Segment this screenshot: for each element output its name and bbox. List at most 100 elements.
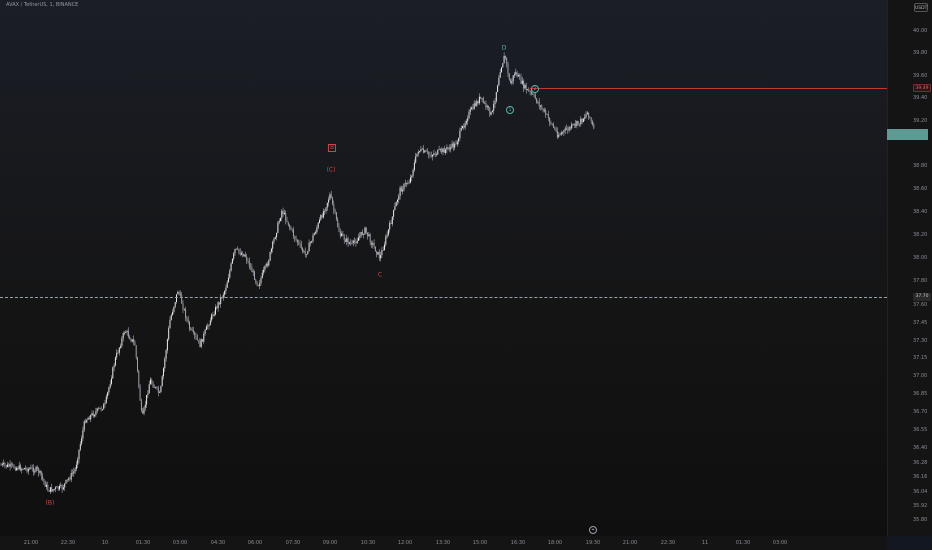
candle-body — [278, 220, 280, 223]
symbol-title[interactable]: AVAX / TetherUS, 1, BINANCE — [6, 2, 79, 8]
candle-body — [35, 466, 37, 472]
candle-body — [64, 483, 66, 488]
candle-body — [146, 395, 148, 405]
candle-body — [159, 391, 161, 393]
candle-body — [572, 124, 574, 125]
candle-body — [302, 248, 304, 252]
candle-body — [194, 332, 196, 336]
candle-body — [455, 143, 457, 145]
price-label: 37.15 — [913, 355, 928, 361]
candle-body — [287, 221, 289, 226]
candle-body — [229, 270, 231, 278]
wave-label-1[interactable]: 1 — [506, 106, 514, 114]
candle-body — [195, 335, 197, 338]
price-label: 36.85 — [913, 391, 928, 397]
candle-body — [590, 117, 592, 122]
candle-body — [280, 218, 281, 221]
candle-body — [493, 104, 495, 111]
candle-body — [504, 56, 506, 58]
candle-body — [540, 105, 541, 107]
candle-body — [303, 251, 305, 252]
wave-label-d[interactable]: D — [501, 44, 507, 52]
candle-body — [204, 329, 206, 334]
candle-body — [161, 376, 163, 387]
candle-body — [387, 229, 389, 235]
candle-body — [33, 467, 34, 473]
candle-body — [549, 118, 551, 123]
candle-body — [339, 231, 341, 237]
candle-body — [157, 387, 159, 393]
time-label: 22:30 — [60, 540, 76, 546]
candle-body — [213, 314, 215, 316]
time-label: 01:30 — [135, 540, 151, 546]
candle-body — [346, 238, 348, 242]
candle-body — [183, 309, 185, 310]
candle-body — [508, 74, 510, 80]
candle-body — [73, 471, 75, 474]
red-horizontal-level[interactable] — [530, 88, 887, 89]
candle-body — [8, 464, 10, 467]
candle-body — [315, 232, 317, 234]
candle-body — [442, 148, 444, 153]
candle-body — [365, 227, 367, 233]
wave-label-2[interactable]: 2 — [531, 85, 539, 93]
candle-body — [296, 239, 298, 243]
price-label: 39.80 — [913, 50, 928, 56]
candle-body — [581, 118, 583, 122]
candle-body — [468, 111, 470, 119]
candle-body — [361, 231, 363, 235]
candle-body — [512, 75, 514, 82]
candle-body — [499, 72, 501, 78]
candle-body — [556, 131, 558, 137]
wave-label-b-paren[interactable]: (B) — [45, 499, 55, 507]
candle-body — [230, 263, 232, 271]
candle-body — [234, 249, 236, 254]
candle-body — [66, 479, 68, 481]
candle-body — [52, 489, 54, 492]
candle-body — [222, 294, 224, 298]
wave-label-b-boxed[interactable]: B — [327, 144, 337, 152]
target-icon[interactable]: ⌖ — [589, 526, 597, 534]
candle-body — [451, 143, 453, 147]
candle-body — [168, 328, 170, 340]
candle-body — [55, 487, 57, 490]
price-label: 36.40 — [913, 445, 928, 451]
candle-body — [269, 251, 271, 261]
candle-body — [291, 229, 293, 231]
candle-body — [525, 84, 527, 91]
candle-body — [536, 98, 538, 103]
candle-body — [81, 438, 83, 444]
candle-body — [139, 386, 141, 401]
candle-body — [446, 147, 448, 150]
chart-area[interactable]: AVAX / TetherUS, 1, BINANCE B (C) C (B) … — [0, 0, 887, 536]
wave-label-c[interactable]: C — [377, 271, 383, 279]
candle-body — [129, 336, 131, 340]
wave-label-c-paren[interactable]: (C) — [326, 166, 336, 174]
candle-body — [100, 407, 102, 410]
time-label: 03:00 — [772, 540, 788, 546]
candle-body — [283, 212, 285, 214]
currency-badge[interactable]: USDT — [914, 3, 928, 12]
candle-body — [49, 487, 51, 492]
candle-body — [439, 149, 441, 150]
candle-body — [268, 260, 270, 266]
candle-body — [429, 154, 431, 156]
candle-body — [542, 108, 544, 112]
candle-body — [160, 386, 162, 392]
current-price-dashed-line[interactable] — [0, 297, 887, 298]
candle-body — [477, 101, 479, 104]
time-label: 13:30 — [435, 540, 451, 546]
candle-body — [308, 242, 310, 252]
candle-body — [57, 486, 59, 490]
candle-body — [51, 487, 53, 492]
candle-body — [62, 487, 64, 490]
candle-body — [330, 194, 332, 198]
candle-body — [410, 177, 411, 183]
candle-body — [538, 102, 540, 107]
time-axis[interactable] — [0, 536, 887, 550]
price-axis[interactable] — [887, 0, 932, 536]
candle-body — [582, 118, 584, 122]
candle-body — [286, 220, 288, 222]
candle-body — [207, 326, 209, 327]
candle-body — [242, 253, 244, 257]
